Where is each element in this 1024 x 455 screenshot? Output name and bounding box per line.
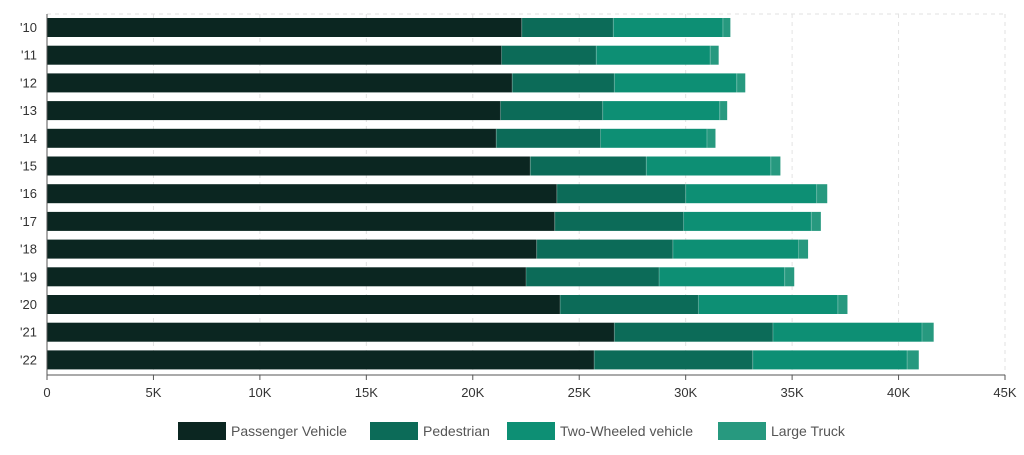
bar-12-large-truck[interactable] [736, 73, 746, 93]
bar-21-passenger-vehicle[interactable] [47, 322, 615, 342]
bar-22-pedestrian[interactable] [594, 350, 753, 370]
bar-16-pedestrian[interactable] [556, 184, 686, 204]
bar-13-large-truck[interactable] [719, 101, 728, 121]
bar-20-two-wheeled-vehicle[interactable] [698, 295, 838, 314]
bar-11-two-wheeled-vehicle[interactable] [596, 45, 711, 65]
legend: Passenger Vehicle Pedestrian Two-Wheeled v… [178, 422, 846, 440]
legend-item-passenger-vehicle[interactable]: Passenger Vehicle [178, 422, 347, 440]
x-tick-label: 15K [355, 385, 378, 400]
bar-22-two-wheeled-vehicle[interactable] [752, 350, 908, 370]
bar-20-pedestrian[interactable] [560, 295, 699, 314]
y-tick-label: '20 [20, 297, 37, 312]
legend-label: Two-Wheeled vehicle [560, 423, 693, 439]
y-tick-label: '12 [20, 75, 37, 90]
x-tick-label: 45K [993, 385, 1016, 400]
bar-16-two-wheeled-vehicle[interactable] [685, 184, 817, 204]
x-tick-label: 5K [145, 385, 161, 400]
bar-20-passenger-vehicle[interactable] [47, 295, 561, 314]
bar-10-pedestrian[interactable] [521, 18, 614, 37]
x-tick-label: 25K [568, 385, 591, 400]
y-tick-label: '14 [20, 131, 37, 146]
axes: '10 '11 '12 '13 '14 '15 '16 '17 '18 '19 '20 '21 '22 0… [20, 14, 1017, 400]
x-tick-label: 10K [248, 385, 271, 400]
bar-17-pedestrian[interactable] [554, 211, 684, 231]
bar-21-two-wheeled-vehicle[interactable] [772, 322, 922, 342]
y-tick-label: '16 [20, 186, 37, 201]
bar-10-two-wheeled-vehicle[interactable] [613, 18, 723, 37]
bar-18-large-truck[interactable] [798, 239, 809, 259]
bar-22-passenger-vehicle[interactable] [47, 350, 595, 370]
legend-item-two-wheeled-vehicle[interactable]: Two-Wheeled vehicle [507, 422, 693, 440]
x-tick-label: 0 [43, 385, 50, 400]
bar-14-large-truck[interactable] [706, 128, 716, 148]
bar-12-pedestrian[interactable] [512, 73, 615, 93]
legend-swatch [370, 422, 418, 440]
bar-21-pedestrian[interactable] [614, 322, 773, 342]
bar-11-large-truck[interactable] [710, 45, 719, 65]
bar-19-large-truck[interactable] [784, 267, 795, 287]
x-tick-label: 20K [461, 385, 484, 400]
y-tick-label: '18 [20, 242, 37, 257]
y-tick-label: '17 [20, 214, 37, 229]
bar-12-passenger-vehicle[interactable] [47, 73, 513, 93]
bar-14-passenger-vehicle[interactable] [47, 128, 497, 148]
bar-13-two-wheeled-vehicle[interactable] [602, 101, 720, 121]
bars [47, 18, 934, 370]
bar-16-large-truck[interactable] [816, 184, 828, 204]
bar-20-large-truck[interactable] [837, 295, 848, 314]
bar-18-pedestrian[interactable] [536, 239, 673, 259]
y-tick-label: '13 [20, 103, 37, 118]
legend-swatch [507, 422, 555, 440]
y-tick-label: '19 [20, 269, 37, 284]
bar-11-pedestrian[interactable] [501, 45, 597, 65]
legend-swatch [718, 422, 766, 440]
bar-15-two-wheeled-vehicle[interactable] [646, 156, 771, 176]
legend-item-pedestrian[interactable]: Pedestrian [370, 422, 490, 440]
legend-item-large-truck[interactable]: Large Truck [718, 422, 846, 440]
y-tick-label: '15 [20, 159, 37, 174]
x-tick-label: 30K [674, 385, 697, 400]
legend-swatch [178, 422, 226, 440]
y-tick-label: '11 [21, 48, 37, 63]
bar-18-two-wheeled-vehicle[interactable] [672, 239, 799, 259]
bar-10-large-truck[interactable] [722, 18, 731, 37]
bar-14-pedestrian[interactable] [496, 128, 601, 148]
bar-22-large-truck[interactable] [907, 350, 919, 370]
bar-18-passenger-vehicle[interactable] [47, 239, 537, 259]
bar-19-pedestrian[interactable] [526, 267, 660, 287]
bar-19-passenger-vehicle[interactable] [47, 267, 526, 287]
y-tick-label: '21 [20, 325, 37, 340]
bar-14-two-wheeled-vehicle[interactable] [600, 128, 707, 148]
legend-label: Large Truck [771, 423, 846, 439]
bar-21-large-truck[interactable] [921, 322, 934, 342]
bar-15-pedestrian[interactable] [530, 156, 647, 176]
bar-19-two-wheeled-vehicle[interactable] [659, 267, 785, 287]
bar-13-passenger-vehicle[interactable] [47, 101, 501, 121]
bar-15-large-truck[interactable] [770, 156, 781, 176]
legend-label: Pedestrian [423, 423, 490, 439]
x-tick-label: 35K [781, 385, 804, 400]
bar-17-large-truck[interactable] [811, 211, 821, 231]
y-tick-label: '22 [20, 352, 37, 367]
bar-17-passenger-vehicle[interactable] [47, 211, 555, 231]
bar-12-two-wheeled-vehicle[interactable] [614, 73, 737, 93]
bar-10-passenger-vehicle[interactable] [47, 18, 522, 37]
bar-17-two-wheeled-vehicle[interactable] [683, 211, 812, 231]
x-tick-label: 40K [887, 385, 910, 400]
y-tick-label: '10 [20, 20, 37, 35]
bar-13-pedestrian[interactable] [500, 101, 603, 121]
bar-11-passenger-vehicle[interactable] [47, 45, 502, 65]
bar-15-passenger-vehicle[interactable] [47, 156, 531, 176]
bar-16-passenger-vehicle[interactable] [47, 184, 557, 204]
legend-label: Passenger Vehicle [231, 423, 347, 439]
